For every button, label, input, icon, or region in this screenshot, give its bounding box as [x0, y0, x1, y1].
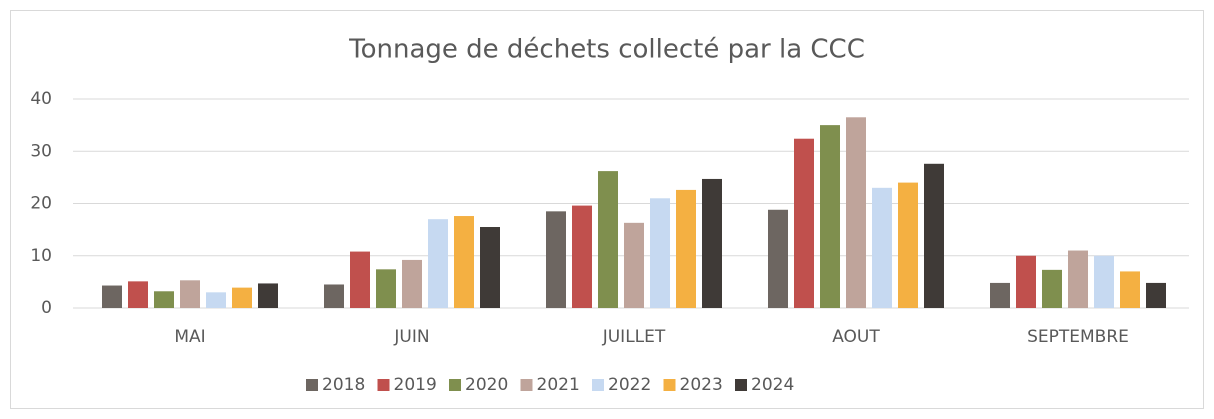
- bar: [598, 171, 618, 308]
- bar: [180, 280, 200, 308]
- bar: [1016, 255, 1036, 308]
- legend-label: 2019: [394, 375, 437, 395]
- bar: [1120, 271, 1140, 308]
- bar: [1094, 255, 1114, 308]
- x-tick-label: JUIN: [393, 327, 429, 347]
- bar: [376, 269, 396, 308]
- legend-swatch: [306, 379, 318, 391]
- bar: [624, 222, 644, 308]
- bar: [402, 259, 422, 308]
- legend-label: 2020: [465, 375, 508, 395]
- bar: [546, 211, 566, 308]
- bar: [206, 292, 226, 308]
- bar: [1042, 269, 1062, 308]
- y-tick-label: 10: [30, 246, 52, 266]
- bar: [128, 281, 148, 308]
- bar: [898, 182, 918, 308]
- x-tick-label: SEPTEMBRE: [1027, 327, 1129, 347]
- bar: [924, 163, 944, 308]
- legend-swatch: [377, 379, 390, 391]
- legend-swatch: [735, 379, 747, 391]
- legend-swatch: [520, 379, 533, 391]
- bar: [1146, 282, 1166, 308]
- bar: [768, 209, 788, 308]
- bar: [650, 198, 670, 308]
- legend-swatch: [592, 379, 604, 391]
- bar: [454, 216, 474, 308]
- bar: [990, 282, 1010, 308]
- bar: [846, 117, 866, 308]
- y-tick-label: 0: [41, 298, 52, 318]
- legend-label: 2021: [537, 375, 580, 395]
- legend-label: 2022: [608, 375, 651, 395]
- legend-swatch: [449, 379, 461, 391]
- bar: [794, 138, 814, 308]
- bar: [676, 189, 696, 308]
- bar: [872, 187, 892, 308]
- legend-label: 2023: [680, 375, 723, 395]
- bar: [232, 287, 252, 308]
- bar: [572, 205, 592, 308]
- y-tick-label: 40: [30, 89, 52, 109]
- bar: [428, 219, 448, 308]
- x-tick-label: AOUT: [832, 327, 880, 347]
- bar: [820, 125, 840, 308]
- bar: [102, 285, 122, 308]
- bar: [702, 178, 722, 308]
- bar: [258, 283, 278, 308]
- bar: [324, 284, 344, 308]
- x-tick-label: JUILLET: [602, 327, 666, 347]
- y-tick-label: 20: [30, 194, 52, 214]
- legend-label: 2024: [751, 375, 794, 395]
- chart-title: Tonnage de déchets collecté par la CCC: [348, 35, 865, 65]
- bar: [350, 251, 370, 308]
- legend-swatch: [663, 379, 676, 391]
- bar: [154, 291, 174, 308]
- y-tick-label: 30: [30, 141, 52, 161]
- x-tick-label: MAI: [174, 327, 205, 347]
- bar: [1068, 250, 1088, 308]
- legend-label: 2018: [322, 375, 365, 395]
- bar: [480, 227, 500, 308]
